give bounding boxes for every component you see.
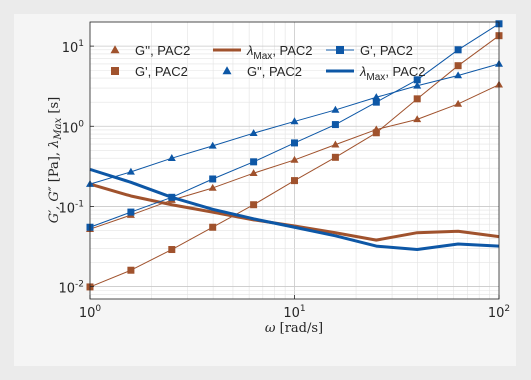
y-tick-base: 10 xyxy=(62,41,79,56)
x-axis-label: ω [rad/s] xyxy=(265,321,323,336)
legend-entry: λMax, PAC2 xyxy=(326,64,426,83)
data-point xyxy=(413,81,422,89)
legend-label: G'', PAC2 xyxy=(135,43,190,58)
legend-label-symbol: λ xyxy=(359,64,366,79)
data-point xyxy=(290,117,299,125)
data-point xyxy=(454,62,462,70)
x-axis-label-symbol: ω xyxy=(265,321,276,336)
data-point xyxy=(126,167,135,175)
y-tick-label: 101 xyxy=(62,39,84,56)
legend-swatch xyxy=(336,46,344,54)
data-point xyxy=(208,141,217,149)
data-point xyxy=(413,76,421,84)
data-point xyxy=(167,154,176,161)
legend-label-rest: , PAC2 xyxy=(272,43,312,58)
legend-label: G", PAC2 xyxy=(247,64,302,79)
data-point xyxy=(331,105,340,113)
legend-swatch xyxy=(110,45,120,54)
y-tick-exp: 1 xyxy=(78,39,84,49)
legend-entry: λMax, PAC2 xyxy=(213,43,313,62)
legend-entry: G', PAC2 xyxy=(326,43,413,58)
y-axis-label: G′, G″ [Pa], λMax [s] xyxy=(47,97,64,223)
legend-entry: G'', PAC2 xyxy=(110,43,190,58)
data-point xyxy=(454,99,463,107)
data-point xyxy=(168,246,176,254)
data-point xyxy=(209,223,217,231)
y-tick-label: 10-2 xyxy=(58,280,84,297)
data-point xyxy=(413,115,422,123)
y-tick-label: 100 xyxy=(62,119,85,136)
data-point xyxy=(209,175,217,183)
y-tick-exp: 0 xyxy=(78,119,84,129)
data-point xyxy=(127,266,135,274)
data-point xyxy=(331,153,339,161)
x-tick-base: 10 xyxy=(79,306,96,321)
series-line xyxy=(89,167,500,252)
legend-swatch xyxy=(222,66,232,75)
data-point xyxy=(291,139,298,147)
x-tick-label: 100 xyxy=(79,304,102,321)
legend-label: G', PAC2 xyxy=(135,64,188,79)
data-point xyxy=(454,71,463,79)
y-axis-label-gprime: G′, xyxy=(47,202,62,224)
data-point xyxy=(249,129,258,136)
grid xyxy=(89,21,499,300)
y-axis-label-gdouble: G″ xyxy=(47,186,62,201)
series-4 xyxy=(86,59,503,187)
y-tick-base: 10 xyxy=(58,201,75,216)
x-tick-base: 10 xyxy=(488,306,505,321)
data-point xyxy=(372,98,380,106)
data-point xyxy=(208,183,217,191)
legend-label-symbol: λ xyxy=(246,43,253,58)
data-point xyxy=(413,95,421,103)
y-tick-exp: -1 xyxy=(75,199,84,209)
x-tick-exp: 1 xyxy=(300,304,306,314)
legend-label: λMax, PAC2 xyxy=(246,43,313,62)
data-point xyxy=(250,201,258,209)
x-tick-label: 102 xyxy=(488,304,510,321)
series-6 xyxy=(89,167,500,252)
data-point xyxy=(372,93,381,101)
data-point xyxy=(372,129,380,137)
x-tick-exp: 0 xyxy=(95,304,101,314)
legend-label-sub: Max xyxy=(366,72,385,83)
y-tick-base: 10 xyxy=(62,121,79,136)
y-tick-base: 10 xyxy=(58,282,75,297)
legend-label: G', PAC2 xyxy=(360,43,413,58)
legend-entry: G', PAC2 xyxy=(111,64,188,79)
y-axis-label-sub: Max xyxy=(53,117,64,140)
legend-label: λMax, PAC2 xyxy=(359,64,426,83)
y-axis-label-unit2: [s] xyxy=(47,97,62,118)
legend-label-sub: Max xyxy=(253,51,272,62)
data-point xyxy=(250,158,258,166)
legend-entry: G", PAC2 xyxy=(222,64,302,79)
data-point xyxy=(290,155,299,163)
x-tick-label: 101 xyxy=(283,304,305,321)
y-axis-label-lambda: λ xyxy=(47,140,62,149)
legend-swatch xyxy=(111,67,119,75)
y-tick-label: 10-1 xyxy=(58,199,84,216)
y-axis-label-unit: [Pa], xyxy=(47,148,62,186)
data-point xyxy=(331,121,339,129)
data-point xyxy=(331,140,340,148)
x-tick-base: 10 xyxy=(283,306,300,321)
x-tick-exp: 2 xyxy=(504,304,510,314)
data-point xyxy=(291,177,298,185)
data-point xyxy=(127,208,135,216)
y-tick-exp: -2 xyxy=(75,280,84,290)
data-point xyxy=(454,46,462,54)
legend-label-rest: , PAC2 xyxy=(385,64,425,79)
data-point xyxy=(249,169,258,176)
x-axis-label-unit: [rad/s] xyxy=(280,321,323,336)
